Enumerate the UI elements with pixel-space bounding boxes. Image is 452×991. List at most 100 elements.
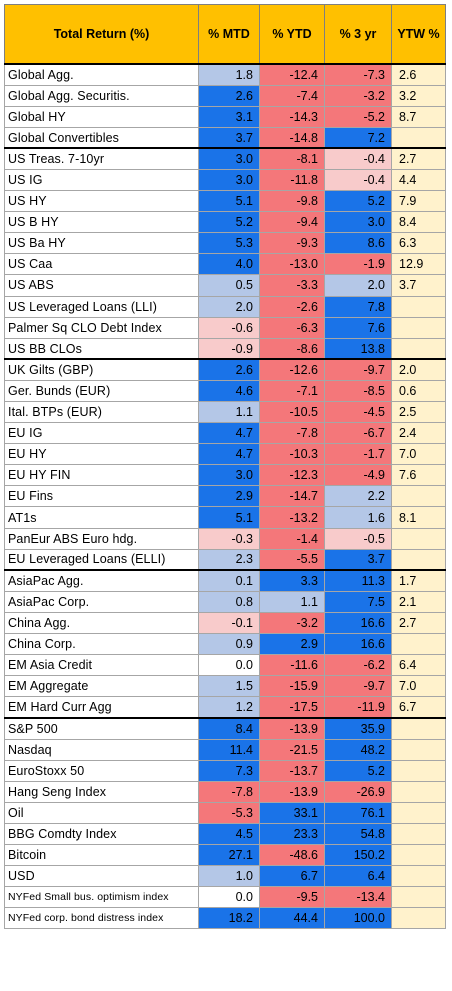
ytw-value bbox=[391, 759, 446, 782]
3yr-value: 5.2 bbox=[324, 759, 392, 782]
3yr-value: 3.0 bbox=[324, 211, 392, 234]
ytd-value: -3.3 bbox=[259, 274, 325, 297]
ytd-value: -14.8 bbox=[259, 126, 325, 149]
mtd-value: 8.4 bbox=[198, 716, 260, 740]
3yr-value: -4.9 bbox=[324, 464, 392, 487]
table-header: Total Return (%) % MTD % YTD % 3 yr YTW … bbox=[4, 4, 446, 65]
row-label: US HY bbox=[4, 190, 199, 213]
ytw-value bbox=[391, 337, 446, 360]
mtd-value: 4.7 bbox=[198, 443, 260, 466]
ytd-value: -14.3 bbox=[259, 105, 325, 128]
3yr-value: 1.6 bbox=[324, 506, 392, 529]
row-label: USD bbox=[4, 865, 199, 888]
ytw-value bbox=[391, 907, 446, 930]
ytd-value: -6.3 bbox=[259, 316, 325, 339]
ytd-value: -9.4 bbox=[259, 211, 325, 234]
row-label: BBG Comdty Index bbox=[4, 822, 199, 845]
ytw-value bbox=[391, 316, 446, 339]
table-row: Palmer Sq CLO Debt Index -0.6 -6.3 7.6 bbox=[4, 316, 446, 339]
ytw-value bbox=[391, 738, 446, 761]
3yr-value: 2.0 bbox=[324, 274, 392, 297]
row-label: AT1s bbox=[4, 506, 199, 529]
ytd-value: -8.1 bbox=[259, 147, 325, 170]
table-row: China Corp. 0.9 2.9 16.6 bbox=[4, 633, 446, 656]
ytw-value: 6.4 bbox=[391, 654, 446, 677]
row-label: EU Fins bbox=[4, 485, 199, 508]
ytw-value bbox=[391, 822, 446, 845]
ytw-value: 8.7 bbox=[391, 105, 446, 128]
ytw-value: 2.6 bbox=[391, 62, 446, 86]
table-row: Nasdaq 11.4 -21.5 48.2 bbox=[4, 738, 446, 761]
header-ytw: YTW % bbox=[391, 4, 446, 65]
3yr-value: 7.2 bbox=[324, 126, 392, 149]
ytd-value: -12.6 bbox=[259, 358, 325, 381]
3yr-value: -9.7 bbox=[324, 358, 392, 381]
3yr-value: 7.8 bbox=[324, 295, 392, 318]
row-label: PanEur ABS Euro hdg. bbox=[4, 527, 199, 550]
mtd-value: 2.3 bbox=[198, 548, 260, 571]
row-label: Global Agg. Securitis. bbox=[4, 84, 199, 107]
row-label: EuroStoxx 50 bbox=[4, 759, 199, 782]
table-row: Global Convertibles 3.7 -14.8 7.2 bbox=[4, 126, 446, 149]
table-body: Global Agg. 1.8 -12.4 -7.3 2.6 Global Agg. Se… bbox=[4, 62, 446, 930]
ytw-value bbox=[391, 548, 446, 571]
mtd-value: 7.3 bbox=[198, 759, 260, 782]
row-label: US ABS bbox=[4, 274, 199, 297]
mtd-value: 1.2 bbox=[198, 696, 260, 719]
ytw-value bbox=[391, 485, 446, 508]
row-label: AsiaPac Agg. bbox=[4, 569, 199, 592]
returns-table-container: Total Return (%) % MTD % YTD % 3 yr YTW … bbox=[4, 4, 446, 930]
table-row: EU HY FIN 3.0 -12.3 -4.9 7.6 bbox=[4, 464, 446, 487]
row-label: Ital. BTPs (EUR) bbox=[4, 400, 199, 424]
mtd-value: 0.8 bbox=[198, 590, 260, 613]
mtd-value: 1.5 bbox=[198, 675, 260, 698]
ytd-value: -11.8 bbox=[259, 168, 325, 192]
ytd-value: 33.1 bbox=[259, 801, 325, 824]
3yr-value: 100.0 bbox=[324, 907, 392, 930]
table-row: AsiaPac Agg. 0.1 3.3 11.3 1.7 bbox=[4, 569, 446, 592]
ytw-value: 2.1 bbox=[391, 590, 446, 613]
table-row: Oil -5.3 33.1 76.1 bbox=[4, 801, 446, 824]
table-row: US B HY 5.2 -9.4 3.0 8.4 bbox=[4, 211, 446, 234]
table-row: EU HY 4.7 -10.3 -1.7 7.0 bbox=[4, 443, 446, 466]
total-return-table: Total Return (%) % MTD % YTD % 3 yr YTW … bbox=[4, 4, 446, 930]
table-row: USD 1.0 6.7 6.4 bbox=[4, 865, 446, 888]
table-row: EU Fins 2.9 -14.7 2.2 bbox=[4, 485, 446, 508]
mtd-value: 0.9 bbox=[198, 633, 260, 656]
mtd-value: 11.4 bbox=[198, 738, 260, 761]
ytd-value: -48.6 bbox=[259, 843, 325, 867]
ytd-value: -21.5 bbox=[259, 738, 325, 761]
mtd-value: 5.2 bbox=[198, 211, 260, 234]
mtd-value: 5.1 bbox=[198, 190, 260, 213]
table-row: EU Leveraged Loans (ELLI) 2.3 -5.5 3.7 bbox=[4, 548, 446, 571]
table-row: AT1s 5.1 -13.2 1.6 8.1 bbox=[4, 506, 446, 529]
mtd-value: -5.3 bbox=[198, 801, 260, 824]
table-row: EuroStoxx 50 7.3 -13.7 5.2 bbox=[4, 759, 446, 782]
3yr-value: -13.4 bbox=[324, 886, 392, 909]
row-label: NYFed Small bus. optimism index bbox=[4, 886, 199, 909]
header-ytd: % YTD bbox=[259, 4, 325, 65]
table-row: Global Agg. Securitis. 2.6 -7.4 -3.2 3.2 bbox=[4, 84, 446, 107]
ytw-value: 6.7 bbox=[391, 696, 446, 719]
mtd-value: 1.8 bbox=[198, 62, 260, 86]
ytd-value: 1.1 bbox=[259, 590, 325, 613]
table-row: BBG Comdty Index 4.5 23.3 54.8 bbox=[4, 822, 446, 845]
3yr-value: -1.9 bbox=[324, 253, 392, 276]
row-label: US B HY bbox=[4, 211, 199, 234]
ytw-value bbox=[391, 801, 446, 824]
row-label: UK Gilts (GBP) bbox=[4, 358, 199, 381]
ytw-value bbox=[391, 865, 446, 888]
row-label: US IG bbox=[4, 168, 199, 192]
3yr-value: 48.2 bbox=[324, 738, 392, 761]
ytw-value: 4.4 bbox=[391, 168, 446, 192]
table-row: Hang Seng Index -7.8 -13.9 -26.9 bbox=[4, 780, 446, 803]
ytw-value: 2.4 bbox=[391, 422, 446, 445]
table-row: US Treas. 7-10yr 3.0 -8.1 -0.4 2.7 bbox=[4, 147, 446, 170]
table-row: Global Agg. 1.8 -12.4 -7.3 2.6 bbox=[4, 62, 446, 86]
ytd-value: -11.6 bbox=[259, 654, 325, 677]
3yr-value: 2.2 bbox=[324, 485, 392, 508]
3yr-value: 11.3 bbox=[324, 569, 392, 592]
table-row: US Leveraged Loans (LLI) 2.0 -2.6 7.8 bbox=[4, 295, 446, 318]
row-label: US Treas. 7-10yr bbox=[4, 147, 199, 170]
ytw-value bbox=[391, 295, 446, 318]
